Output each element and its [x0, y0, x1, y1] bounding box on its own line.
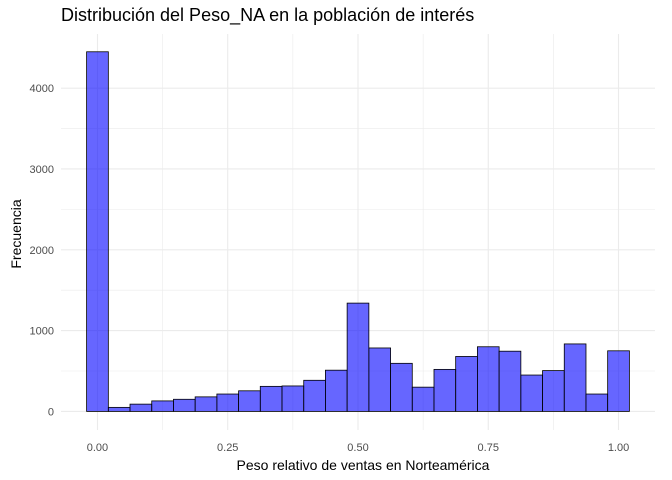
histogram-bar	[194, 396, 218, 412]
histogram-bar	[607, 350, 630, 412]
chart-title: Distribución del Peso_NA en la población…	[61, 5, 475, 25]
histogram-bar	[368, 347, 391, 412]
histogram-bar	[216, 393, 240, 412]
histogram-bar	[107, 406, 131, 412]
histogram-bar	[281, 385, 305, 412]
y-tick-label: 2000	[30, 245, 54, 257]
x-tick-label: 0.00	[87, 442, 108, 454]
y-tick-label: 1000	[30, 326, 54, 338]
y-tick-label: 0	[48, 406, 54, 418]
histogram-bar	[259, 385, 283, 412]
y-tick-label: 3000	[30, 164, 54, 176]
histogram-bar	[151, 400, 174, 412]
histogram-bar	[325, 369, 348, 412]
x-tick-label: 1.00	[608, 442, 629, 454]
histogram-bar	[455, 356, 478, 412]
histogram-bar	[303, 379, 326, 412]
histogram-bar	[433, 368, 457, 412]
histogram-bar	[476, 346, 500, 412]
histogram-bar	[520, 374, 543, 412]
histogram-bar	[390, 362, 413, 412]
histogram-bar	[86, 51, 109, 412]
histogram-bar	[563, 343, 587, 412]
histogram-bar	[498, 350, 522, 412]
y-tick-label: 4000	[30, 83, 54, 95]
histogram-bar	[173, 398, 196, 412]
histogram-bar	[346, 302, 370, 412]
x-axis-label: Peso relativo de ventas en Norteamérica	[236, 457, 490, 473]
x-tick-label: 0.50	[347, 442, 368, 454]
histogram-bar	[585, 393, 609, 412]
histogram-bar	[238, 390, 261, 412]
histogram-bar	[129, 403, 153, 412]
x-tick-label: 0.25	[217, 442, 238, 454]
histogram-bar	[542, 370, 565, 412]
histogram-bar	[411, 386, 435, 412]
x-tick-label: 0.75	[478, 442, 499, 454]
